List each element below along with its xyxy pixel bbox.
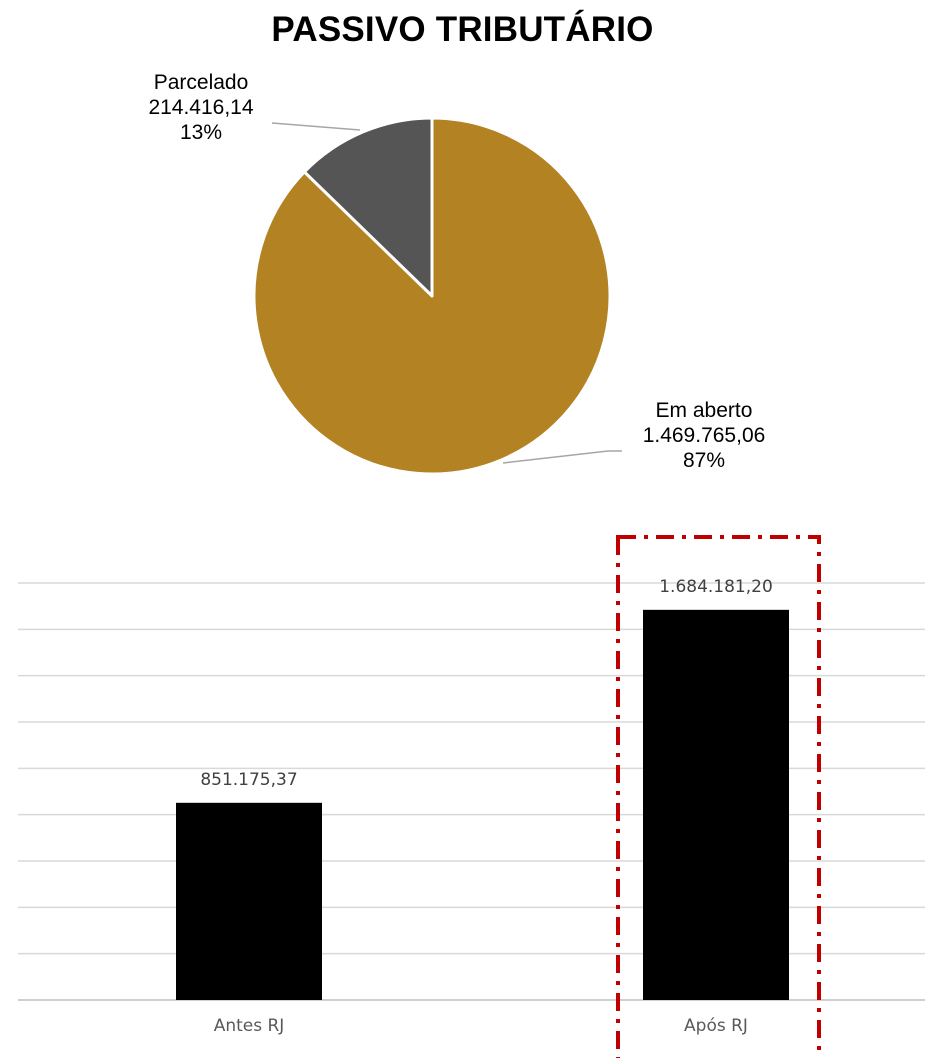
bar-value-label: 1.684.181,20 [659,577,773,597]
bar-antes-rj [176,802,322,1000]
pie-label-parcelado-name: Parcelado [153,71,249,94]
pie-label-em-aberto-value: 1.469.765,06 [642,424,766,447]
highlight-box [616,535,821,1058]
pie-slice-parcelado [302,116,434,298]
pie-label-parcelado-percent: 13% [179,121,223,144]
pie-leader-parcelado [271,122,361,131]
pie-label-em-aberto: Em aberto 1.469.765,06 87% [614,398,794,473]
pie-label-em-aberto-name: Em aberto [655,399,753,422]
pie-label-parcelado: Parcelado 214.416,14 13% [126,70,276,145]
x-tick-label: Antes RJ [214,1016,285,1036]
pie-label-em-aberto-percent: 87% [682,449,726,472]
chart-title: PASSIVO TRIBUTÁRIO [271,10,654,49]
pie-label-parcelado-value: 214.416,14 [148,96,254,119]
bar-após-rj [643,609,789,1000]
bar-value-label: 851.175,37 [200,770,297,790]
pie-leader-em-aberto [502,450,622,464]
x-tick-label: Após RJ [684,1016,748,1036]
pie-chart [252,116,622,476]
pie-slice-em-aberto [252,116,612,476]
